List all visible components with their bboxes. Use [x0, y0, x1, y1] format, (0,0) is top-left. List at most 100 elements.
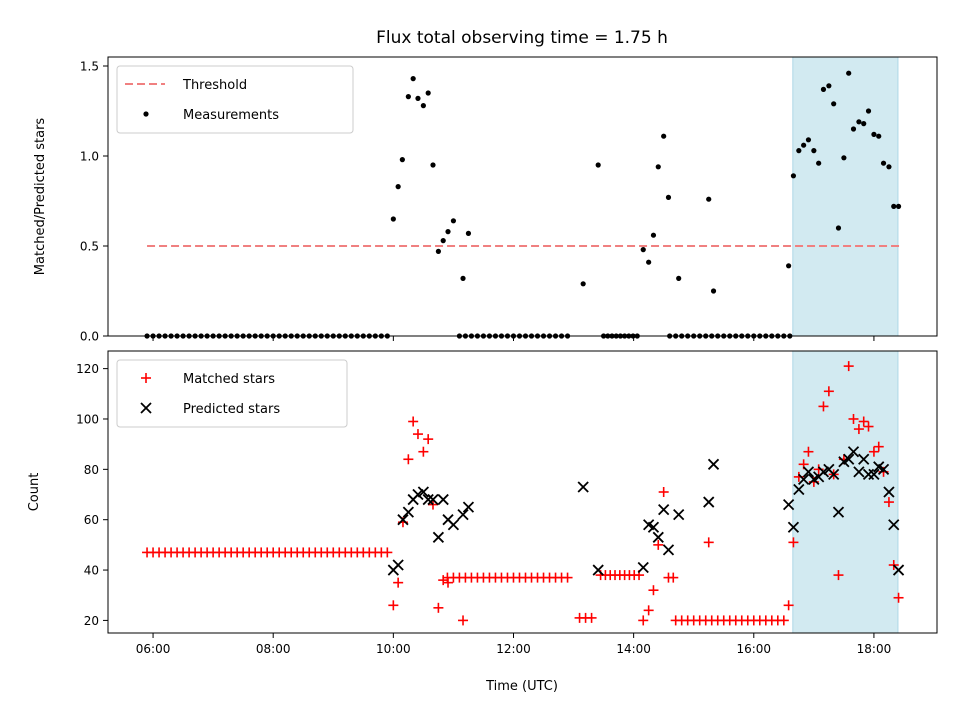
ratio-series — [144, 70, 902, 339]
predicted-star-point — [858, 453, 870, 465]
matched-star-point — [783, 600, 794, 611]
predicted-star-point — [868, 468, 880, 481]
x-tick-label: 08:00 — [256, 642, 291, 656]
chart-title: Flux total observing time = 1.75 h — [376, 28, 668, 48]
matched-star-point — [873, 441, 884, 452]
measurement-point — [650, 232, 657, 238]
y-tick-label: 20 — [84, 614, 99, 628]
legend-label-threshold: Threshold — [182, 78, 247, 93]
measurement-point — [440, 238, 446, 244]
observing-window-span — [792, 350, 899, 634]
predicted-star-point — [707, 458, 720, 470]
matched-star-point — [893, 592, 904, 603]
measurement-point — [891, 203, 897, 209]
predicted-star-point — [417, 486, 430, 498]
predicted-star-point — [432, 531, 445, 543]
predicted-star-point — [798, 473, 810, 486]
measurement-point — [886, 164, 892, 170]
measurement-point — [655, 164, 661, 170]
predicted-star-point — [787, 521, 800, 533]
predicted-star-point — [793, 483, 805, 496]
matched-star-point — [382, 547, 393, 558]
highlight-span — [792, 350, 899, 634]
predicted-star-point — [673, 509, 685, 521]
measurement-point — [871, 131, 877, 137]
x-axis-label: Time (UTC) — [485, 679, 558, 694]
matched-star-point — [443, 577, 454, 588]
measurement-point — [790, 173, 797, 179]
matched-star-point — [803, 446, 814, 457]
x-tick-label: 14:00 — [616, 642, 651, 656]
legend-box — [116, 359, 348, 428]
measurement-point — [856, 119, 862, 125]
measurement-point — [399, 157, 405, 163]
count-y-axis-label: Count — [27, 473, 42, 512]
measurement-point — [580, 281, 586, 287]
y-tick-label: 60 — [84, 513, 99, 527]
matched-star-point — [586, 612, 597, 623]
matched-star-point — [778, 615, 789, 626]
x-tick-label: 12:00 — [496, 642, 531, 656]
matched-star-point — [818, 401, 829, 412]
y-tick-label: 120 — [76, 362, 99, 376]
matched-star-point — [643, 605, 654, 616]
measurement-point — [661, 133, 667, 139]
predicted-star-point — [703, 496, 715, 508]
predicted-star-point — [652, 531, 664, 543]
predicted-star-point — [457, 509, 469, 521]
count-panel: 06:00 08:00 10:00 12:00 14:00 16:00 18:00 20 40 6… — [27, 350, 938, 656]
predicted-swatch-mark — [140, 402, 152, 414]
measurement-point — [801, 142, 807, 148]
matched-star-point — [788, 537, 799, 548]
count-series — [142, 361, 905, 626]
measurement-point — [450, 218, 457, 224]
x-tick-label: 10:00 — [376, 642, 411, 656]
y-tick-label: 40 — [84, 564, 99, 578]
matched-star-point — [458, 615, 469, 626]
measurement-point — [395, 184, 401, 190]
count-axes: 06:00 08:00 10:00 12:00 14:00 16:00 18:00 20 40 6… — [76, 362, 891, 656]
measurement-point — [876, 133, 882, 139]
matched-stars-legend-swatch — [141, 373, 151, 383]
matched-star-point — [418, 446, 429, 457]
predicted-star-point — [832, 506, 845, 518]
matched-star-point — [408, 416, 419, 427]
matched-star-point — [423, 434, 434, 445]
legend-label-matched-stars: Matched stars — [183, 372, 275, 387]
measurement-point — [425, 90, 431, 96]
highlight-span — [792, 56, 899, 337]
ratio-panel: 0.0 0.5 1.0 1.5 Matched/Predicted stars Thr… — [33, 56, 938, 344]
measurement-point — [430, 162, 436, 168]
measurement-point — [460, 275, 466, 281]
predicted-star-point — [462, 501, 475, 513]
ratio-plot-frame — [107, 56, 938, 337]
legend-label-measurements: Measurements — [183, 108, 279, 123]
measurement-point — [796, 148, 802, 154]
matched-star-point — [412, 429, 423, 440]
x-tick-label: 16:00 — [736, 642, 771, 656]
matched-star-point — [433, 602, 444, 613]
matched-star-point — [393, 577, 404, 588]
measurement-point — [811, 148, 817, 154]
matched-star-point — [863, 421, 874, 432]
matched-star-point — [843, 361, 854, 372]
y-tick-label: 1.0 — [80, 150, 99, 164]
predicted-star-point — [402, 506, 414, 518]
count-legend: Matched stars Predicted stars — [116, 359, 348, 428]
matched-star-point — [703, 537, 714, 548]
matched-star-point — [653, 539, 664, 550]
matched-star-point — [823, 386, 834, 397]
measurement-point — [786, 263, 792, 269]
measurement-point — [826, 83, 832, 89]
matched-swatch-mark — [141, 373, 151, 383]
predicted-star-point — [782, 498, 795, 511]
predicted-star-point — [877, 463, 890, 475]
matched-star-point — [848, 413, 859, 424]
measurement-point — [895, 203, 902, 209]
measurement-point — [816, 160, 822, 166]
matched-star-point — [648, 585, 659, 596]
matched-star-point — [562, 572, 573, 583]
x-tick-label: 18:00 — [857, 642, 892, 656]
measurement-point — [390, 216, 396, 222]
